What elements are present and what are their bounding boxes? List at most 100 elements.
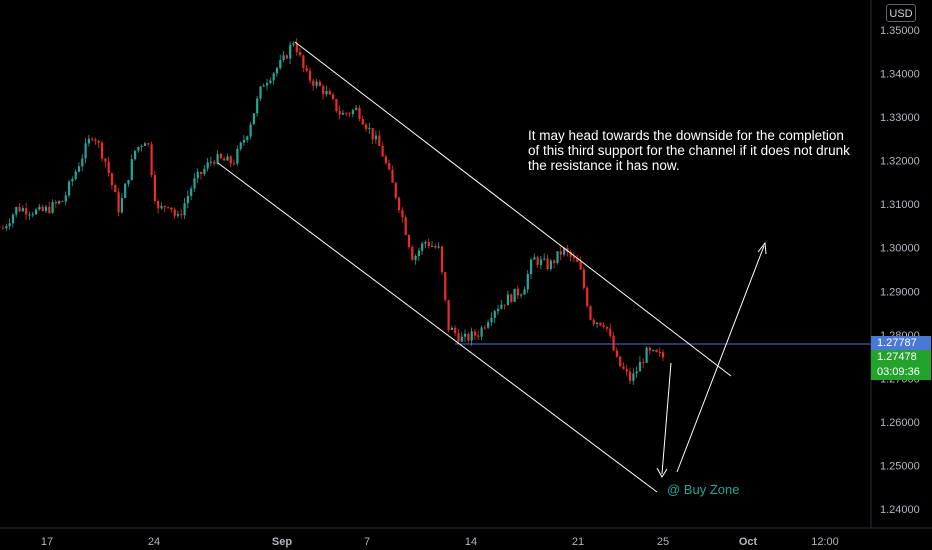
candle-down <box>170 207 173 210</box>
candle-down <box>546 258 549 269</box>
candle-up <box>315 81 318 86</box>
candle-down <box>332 94 335 99</box>
candle-down <box>97 141 100 143</box>
x-axis[interactable]: 17 24 Sep 7 14 21 25 Oct 12:00 <box>41 536 839 548</box>
candle-up <box>71 178 74 182</box>
candle-up <box>325 90 328 95</box>
x-tick-label: 17 <box>41 536 53 548</box>
candle-down <box>602 325 605 327</box>
candle-down <box>358 107 361 119</box>
candle-down <box>147 143 150 145</box>
candle-up <box>186 195 189 204</box>
candle-down <box>54 201 57 204</box>
candle-down <box>444 272 447 301</box>
candle-up <box>84 143 87 159</box>
candle-down <box>404 217 407 235</box>
candle-up <box>127 179 130 184</box>
candle-down <box>648 347 651 351</box>
candle-down <box>612 335 615 351</box>
candle-up <box>417 250 420 256</box>
candle-up <box>526 274 529 290</box>
candle-down <box>107 161 110 174</box>
candle-down <box>609 328 612 336</box>
candle-down <box>440 246 444 273</box>
y-tick-label: 1.30000 <box>880 243 920 255</box>
channel-resistance-line[interactable] <box>294 41 732 377</box>
candle-up <box>464 333 467 337</box>
candle-up <box>143 143 147 147</box>
candle-down <box>91 138 94 140</box>
candle-up <box>269 80 272 83</box>
candle-down <box>295 43 298 52</box>
candle-up <box>124 183 127 199</box>
candle-up <box>51 201 54 213</box>
candle-up <box>120 198 123 213</box>
candles-group <box>2 38 665 385</box>
candle-down <box>477 335 480 337</box>
channel-support-line[interactable] <box>217 162 658 493</box>
candle-down <box>180 214 183 216</box>
candle-down <box>434 245 437 248</box>
candle-up <box>252 113 255 125</box>
candle-up <box>480 327 483 337</box>
candle-down <box>94 139 97 142</box>
candle-up <box>216 153 219 164</box>
candle-down <box>572 256 576 259</box>
last-price-tag: 1.27478 <box>871 350 931 365</box>
candle-up <box>28 214 31 216</box>
y-tick-label: 1.33000 <box>880 112 920 124</box>
candle-up <box>450 327 453 330</box>
projection-path[interactable] <box>656 241 767 478</box>
candle-up <box>259 86 262 99</box>
candle-down <box>173 209 176 216</box>
candle-up <box>246 136 249 141</box>
candle-down <box>104 158 107 162</box>
candle-down <box>391 169 394 183</box>
annotation-text[interactable]: It may head towards the downside for the… <box>528 128 850 173</box>
candle-up <box>77 166 81 172</box>
candle-up <box>58 201 61 204</box>
candle-up <box>500 304 503 309</box>
buy-zone-label[interactable]: @ Buy Zone <box>667 482 740 497</box>
candle-down <box>411 246 414 260</box>
y-tick-label: 1.31000 <box>880 199 920 211</box>
candle-down <box>117 192 120 213</box>
candle-up <box>87 138 90 144</box>
candle-down <box>381 145 384 157</box>
candle-down <box>305 68 308 71</box>
candle-up <box>130 159 133 180</box>
candle-down <box>576 258 579 263</box>
candle-up <box>493 311 496 318</box>
candle-up <box>470 331 473 341</box>
y-axis[interactable]: 1.35000 1.34000 1.33000 1.32000 1.31000 1.300… <box>880 25 920 516</box>
candle-down <box>586 287 589 307</box>
y-tick-label: 1.32000 <box>880 156 920 168</box>
candle-down <box>622 366 625 369</box>
candle-down <box>407 234 411 247</box>
candle-up <box>368 128 371 130</box>
y-tick-label: 1.24000 <box>880 504 920 516</box>
candle-up <box>196 171 199 179</box>
candle-down <box>447 300 450 330</box>
candle-down <box>566 247 569 252</box>
candle-down <box>559 251 562 255</box>
candle-up <box>236 148 239 164</box>
candle-down <box>378 135 381 146</box>
candle-up <box>355 107 358 110</box>
candle-down <box>619 356 622 367</box>
currency-button[interactable]: USD <box>886 4 916 22</box>
x-tick-label: 25 <box>657 536 669 548</box>
candle-up <box>74 171 77 179</box>
candle-down <box>454 327 457 334</box>
candle-countdown-tag: 03:09:36 <box>871 365 931 380</box>
candle-up <box>292 43 295 45</box>
candle-up <box>11 214 15 224</box>
candle-up <box>523 289 526 295</box>
candle-up <box>490 317 493 323</box>
candle-down <box>61 201 64 203</box>
candle-up <box>549 260 552 269</box>
candle-up <box>15 207 18 215</box>
candle-down <box>401 210 404 218</box>
candle-up <box>206 162 209 169</box>
